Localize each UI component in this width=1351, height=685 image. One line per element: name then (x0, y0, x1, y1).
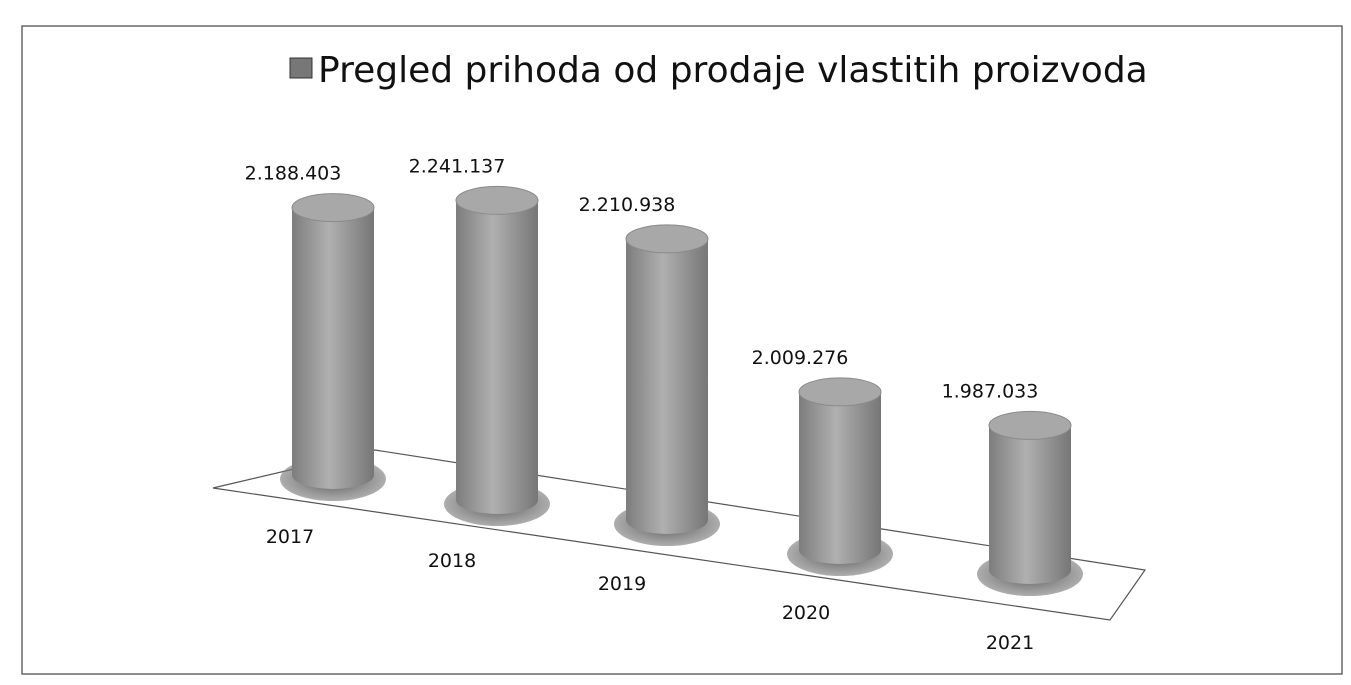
chart-frame (21, 25, 1343, 675)
bar-body (989, 425, 1071, 570)
data-label: 2.210.938 (579, 194, 676, 216)
data-label: 1.987.033 (942, 380, 1039, 402)
bar-bottom (799, 536, 881, 564)
bar-bottom (456, 486, 538, 514)
data-label: 2.241.137 (409, 155, 506, 177)
bar-body (456, 200, 538, 500)
x-tick-label: 2020 (782, 602, 830, 624)
legend-icon (289, 57, 313, 79)
x-tick-label: 2019 (598, 573, 646, 595)
bar (798, 377, 882, 564)
bar-body (292, 207, 374, 476)
bar-bottom (292, 461, 374, 489)
bar-top (988, 410, 1072, 440)
data-label: 2.188.403 (245, 163, 342, 185)
bar (988, 410, 1072, 584)
bar (625, 224, 709, 534)
bar-bottom (989, 556, 1071, 584)
chart-title: Pregled prihoda od prodaje vlastitih pro… (318, 50, 1148, 91)
bar (455, 185, 539, 514)
bar (291, 193, 375, 489)
bar-body (626, 238, 708, 520)
bar-top (798, 377, 882, 407)
bar-body (799, 391, 881, 550)
bar-bottom (626, 506, 708, 534)
bar-top (625, 224, 709, 254)
data-label: 2.009.276 (752, 347, 849, 369)
bar-top (455, 185, 539, 215)
x-tick-label: 2021 (986, 632, 1034, 654)
bar-top (291, 193, 375, 223)
x-tick-label: 2018 (428, 550, 476, 572)
x-tick-label: 2017 (266, 526, 314, 548)
